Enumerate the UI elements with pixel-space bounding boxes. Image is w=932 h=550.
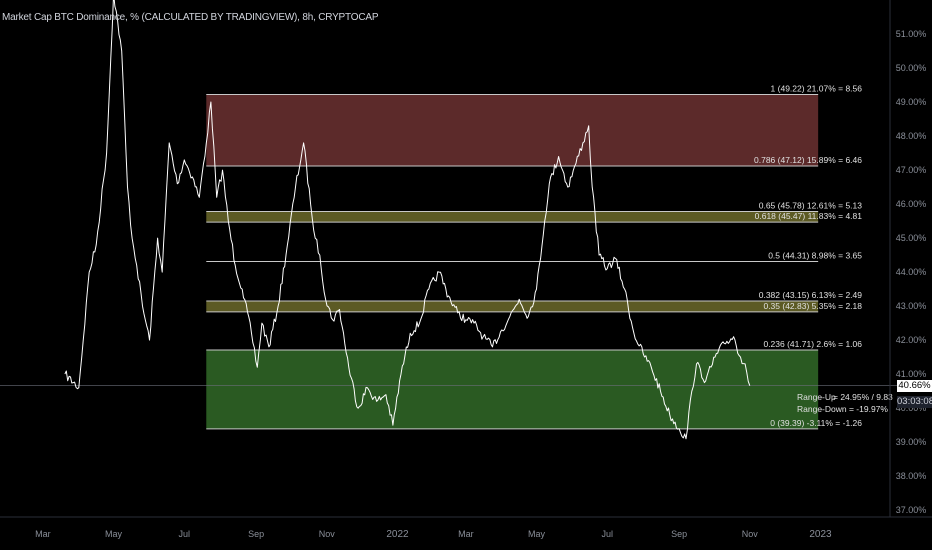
range-down-label: Range-Down = -19.97%	[797, 404, 888, 414]
y-tick-label: 51.00%	[896, 29, 927, 39]
btc-dominance-line	[64, 0, 751, 440]
chart-title: Market Cap BTC Dominance, % (CALCULATED …	[2, 12, 379, 23]
fib-level-label: 0.65 (45.78) 12.61% = 5.13	[759, 201, 863, 211]
price-series-layer	[64, 0, 751, 440]
fib-zone	[206, 301, 819, 312]
x-tick-label: Nov	[742, 529, 759, 539]
zones-layer	[206, 94, 819, 429]
fib-level-label: 0.618 (45.47) 11.83% = 4.81	[755, 211, 863, 221]
y-tick-label: 50.00%	[896, 63, 927, 73]
x-tick-label: Jul	[601, 529, 613, 539]
fib-level-label: 0.236 (41.71) 2.6% = 1.06	[763, 339, 862, 349]
y-tick-label: 40.00%	[896, 403, 927, 413]
x-tick-label: 2022	[386, 529, 409, 540]
fib-zone	[206, 94, 819, 166]
y-tick-label: 46.00%	[896, 199, 927, 209]
y-tick-label: 41.00%	[896, 369, 927, 379]
x-tick-label: 2023	[809, 529, 832, 540]
x-tick-label: Sep	[248, 529, 264, 539]
y-tick-label: 45.00%	[896, 233, 927, 243]
x-axis[interactable]: Mar May Jul Sep Nov 2022 Mar May Jul Sep Nov 2023	[0, 516, 932, 540]
y-tick-label: 48.00%	[896, 131, 927, 141]
fib-level-label: 0.786 (47.12) 15.89% = 6.46	[754, 155, 862, 165]
y-tick-label: 37.00%	[896, 505, 927, 515]
y-tick-label: 47.00%	[896, 165, 927, 175]
fib-zone	[206, 349, 819, 429]
y-tick-label: 42.00%	[896, 335, 927, 345]
level-labels-layer: 1 (49.22) 21.07% = 8.56 0.786 (47.12) 15.…	[754, 84, 862, 428]
range-annotation: Range-Up= 24.95% / 9.83 Range-Down = -19.…	[797, 392, 893, 414]
fib-level-label: 0.35 (42.83) 5.35% = 2.18	[763, 301, 862, 311]
fib-zone	[206, 211, 819, 223]
y-axis[interactable]: 37.00% 38.00% 39.00% 40.00% 41.00% 42.00% 43.0…	[889, 0, 927, 517]
range-up-label: Range-Up	[797, 392, 836, 402]
last-price-label: 40.66%	[897, 380, 932, 392]
y-tick-label: 39.00%	[896, 437, 927, 447]
fib-level-label: 0.382 (43.15) 6.13% = 2.49	[759, 290, 863, 300]
x-tick-label: Mar	[458, 529, 474, 539]
x-tick-label: Jul	[179, 529, 191, 539]
bar-countdown-label: 03:03:08	[897, 396, 932, 408]
fib-level-label: 1 (49.22) 21.07% = 8.56	[771, 84, 863, 94]
y-tick-label: 49.00%	[896, 97, 927, 107]
y-tick-label: 44.00%	[896, 267, 927, 277]
fib-level-label: 0.5 (44.31) 8.98% = 3.65	[768, 251, 862, 261]
x-tick-label: Nov	[319, 529, 336, 539]
x-tick-label: Sep	[671, 529, 687, 539]
range-up-value: = 24.95% / 9.83	[833, 392, 893, 402]
fib-level-label: 0 (39.39) -3.11% = -1.26	[770, 418, 862, 428]
x-tick-label: Mar	[35, 529, 51, 539]
y-tick-label: 38.00%	[896, 471, 927, 481]
y-tick-label: 43.00%	[896, 301, 927, 311]
x-tick-label: May	[528, 529, 546, 539]
x-tick-label: May	[105, 529, 123, 539]
